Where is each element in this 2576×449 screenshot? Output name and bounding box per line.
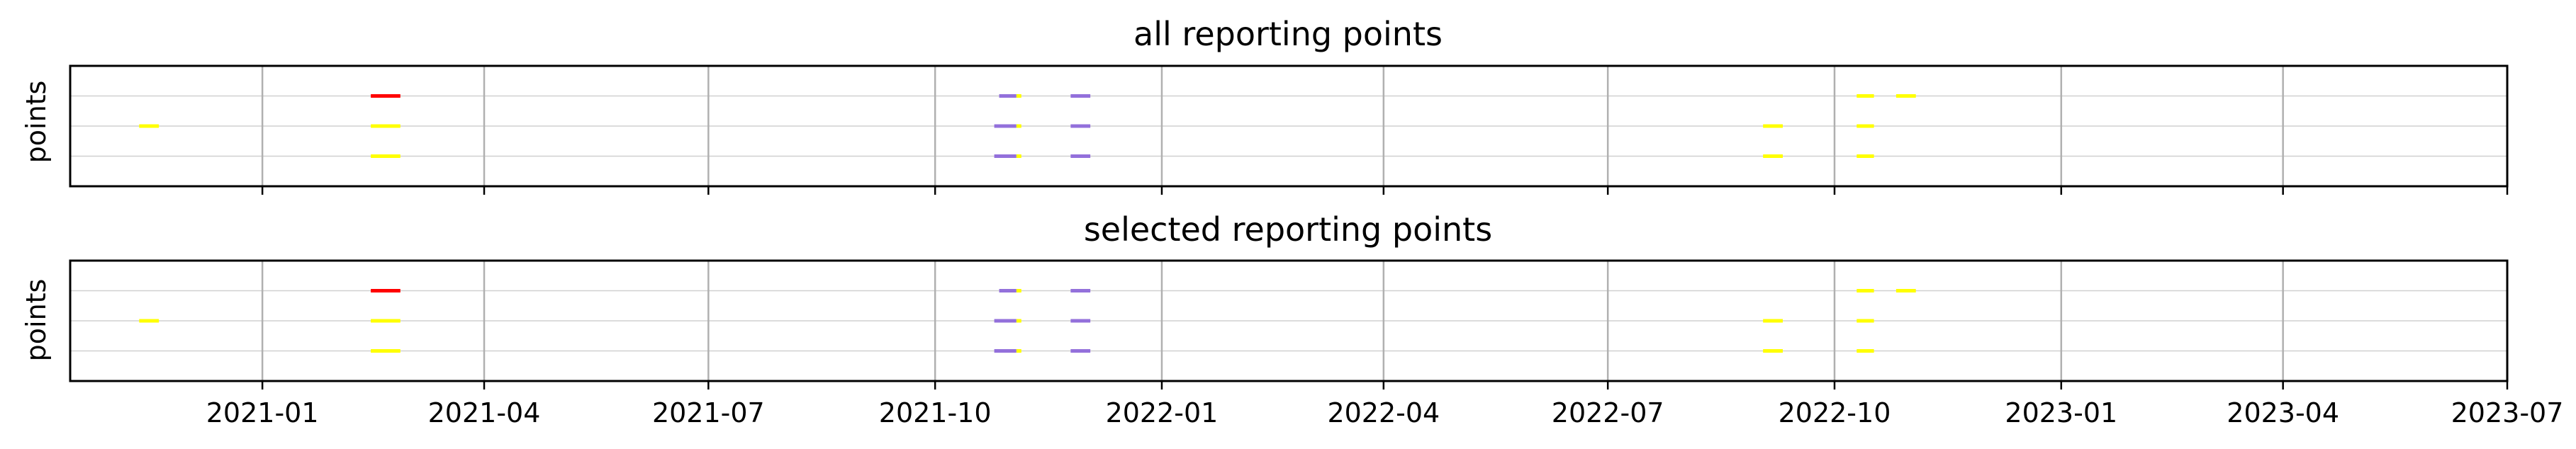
y-axis-label: points [21, 279, 52, 362]
x-tick-label: 2021-01 [206, 397, 319, 428]
x-tick-label: 2022-07 [1552, 397, 1664, 428]
x-tick-label: 2023-04 [2227, 397, 2339, 428]
segments [139, 94, 1916, 158]
x-tick-label: 2022-01 [1106, 397, 1219, 428]
plot-frame [69, 64, 2509, 188]
chart-title: selected reporting points [1084, 210, 1492, 249]
x-tick-label: 2022-10 [1779, 397, 1891, 428]
x-tick-label: 2021-04 [428, 397, 541, 428]
x-axis-ticks: 2021-01 2021-04 2021-07 2021-10 2022-01 2022-… [206, 381, 2564, 428]
plot-frame [69, 259, 2509, 382]
chart-title: all reporting points [1133, 15, 1443, 53]
x-tick-label: 2022-04 [1327, 397, 1440, 428]
x-tick-label: 2021-10 [879, 397, 992, 428]
chart-all-reporting-points: all reporting points points [21, 15, 2509, 195]
segments [139, 289, 1916, 353]
x-tick-label: 2023-01 [2005, 397, 2117, 428]
x-axis-ticks [261, 186, 2509, 195]
x-tick-label: 2023-07 [2451, 397, 2564, 428]
x-tick-label: 2021-07 [652, 397, 765, 428]
grid [70, 261, 2509, 381]
y-axis-label: points [21, 81, 52, 164]
chart-selected-reporting-points: selected reporting points points 2021-01… [21, 210, 2563, 428]
